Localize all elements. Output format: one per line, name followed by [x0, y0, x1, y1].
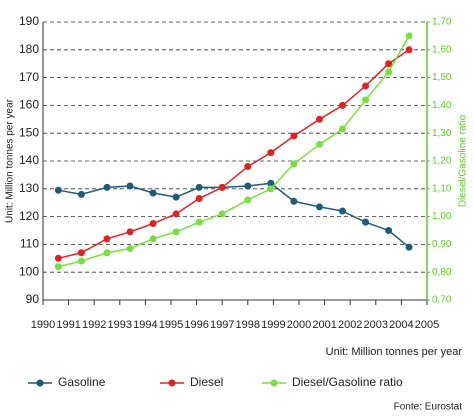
point [149, 220, 157, 228]
y-tick-label: 150 [19, 125, 39, 139]
point [149, 235, 157, 243]
legend-label: Gasoline [58, 375, 106, 389]
y-tick-label: 130 [19, 181, 39, 195]
point [362, 82, 370, 90]
legend-label: Diesel/Gasoline ratio [292, 375, 403, 389]
point [103, 183, 111, 191]
point [385, 227, 393, 234]
point [195, 183, 203, 191]
point [244, 163, 252, 171]
point [315, 140, 323, 148]
point [267, 149, 275, 157]
y-tick-label: 170 [19, 70, 39, 84]
x-tick-label: 1998 [236, 319, 260, 331]
x-tick-label: 2003 [364, 319, 388, 331]
point [315, 115, 323, 123]
point [77, 257, 85, 265]
y2-tick-label: 0,80 [432, 267, 452, 278]
series-line [58, 49, 410, 260]
series-line [58, 182, 410, 248]
y2-tick-label: 1,00 [432, 211, 452, 222]
x-tick-label: 1990 [31, 319, 55, 331]
y-tick-label: 120 [19, 209, 39, 223]
point [290, 160, 298, 168]
point [362, 218, 370, 226]
point [339, 207, 347, 215]
series-line [58, 35, 410, 268]
point [54, 263, 62, 271]
x-tick-label: 2001 [312, 319, 336, 331]
point [172, 210, 180, 218]
point [244, 196, 252, 204]
point [385, 68, 393, 76]
x-tick-label: 1997 [210, 319, 234, 331]
point [290, 132, 298, 140]
y-tick-label: 180 [19, 42, 39, 56]
point [195, 195, 203, 203]
legend-marker [168, 379, 176, 387]
point [172, 228, 180, 236]
legend-marker [36, 379, 44, 387]
point [195, 218, 203, 226]
point [77, 190, 85, 198]
y2-tick-label: 1,30 [432, 128, 452, 139]
y-tick-label: 160 [19, 98, 39, 112]
point [103, 249, 111, 257]
source: Fonte: Eurostat [394, 402, 463, 413]
point [126, 182, 134, 190]
x-axis-label: Unit: Million tonnes per year [326, 346, 463, 358]
point [77, 249, 85, 257]
x-tick-label: 1999 [261, 319, 285, 331]
point [54, 186, 62, 194]
point [339, 101, 347, 109]
x-tick-label: 1996 [184, 319, 208, 331]
y2-axis-label: Diesel/Gasoline ratio [458, 114, 469, 207]
y-tick-label: 90 [26, 292, 40, 306]
legend-marker [270, 379, 278, 387]
y-axis-label: Unit: Million tonnes per year [5, 98, 16, 223]
x-tick-label: 2000 [287, 319, 311, 331]
x-tick-label: 1994 [133, 319, 157, 331]
x-tick-label: 2005 [415, 319, 439, 331]
point [172, 193, 180, 201]
point [405, 46, 413, 54]
x-tick-label: 1995 [159, 319, 183, 331]
point [267, 185, 275, 193]
y2-tick-label: 0,70 [432, 295, 452, 306]
point [244, 182, 252, 190]
point [54, 254, 62, 262]
point [126, 228, 134, 236]
y2-tick-label: 1,20 [432, 156, 452, 167]
x-tick-label: 1991 [56, 319, 80, 331]
point [315, 203, 323, 211]
legend-label: Diesel [190, 375, 223, 389]
y2-tick-label: 1,70 [432, 17, 452, 28]
y2-tick-label: 1,50 [432, 72, 452, 83]
point [362, 96, 370, 104]
y2-tick-label: 1,40 [432, 100, 452, 111]
point [290, 197, 298, 205]
point [339, 125, 347, 133]
y-tick-label: 140 [19, 153, 39, 167]
y2-tick-label: 0,90 [432, 239, 452, 250]
point [385, 60, 393, 68]
y2-tick-label: 1,10 [432, 183, 452, 194]
x-tick-label: 1992 [82, 319, 106, 331]
x-tick-label: 2004 [389, 319, 413, 331]
y2-tick-label: 1,60 [432, 44, 452, 55]
point [103, 235, 111, 243]
point [405, 243, 413, 251]
x-tick-label: 1993 [108, 319, 132, 331]
point [218, 210, 226, 218]
y-tick-label: 110 [20, 237, 39, 251]
y-tick-label: 190 [19, 14, 39, 28]
point [267, 179, 275, 187]
point [405, 32, 413, 40]
point [149, 189, 157, 197]
y-tick-label: 100 [19, 264, 39, 278]
point [126, 245, 134, 253]
point [218, 183, 226, 191]
x-tick-label: 2002 [338, 319, 362, 331]
